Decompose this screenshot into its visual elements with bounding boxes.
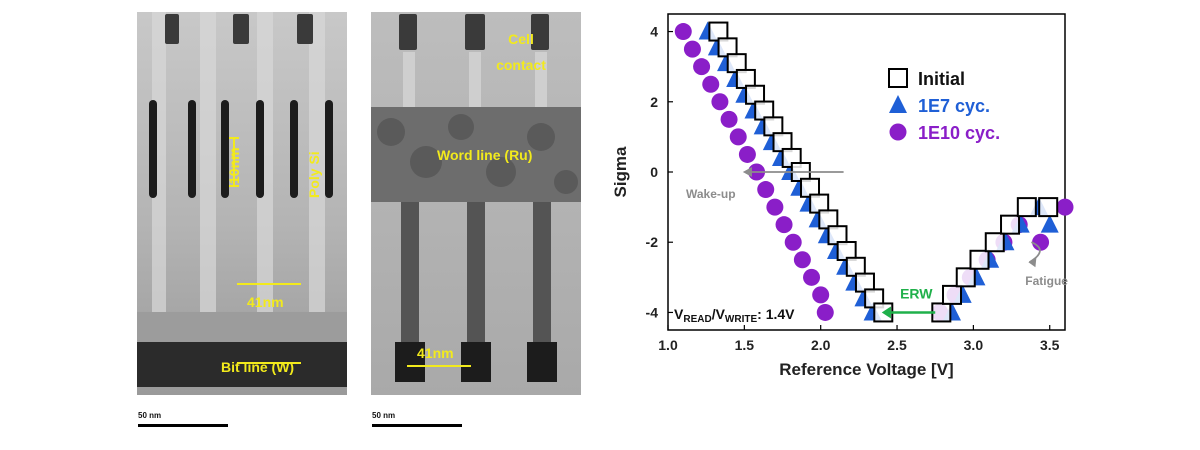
series-1e10-point: [674, 23, 692, 41]
legend-marker: [888, 68, 908, 88]
condition-label: VREAD/VWRITE: 1.4V: [674, 306, 795, 325]
condition-label-part: WRITE: [725, 314, 758, 325]
series-1e10-point: [720, 110, 738, 128]
fatigue-arrowhead: [1028, 257, 1037, 268]
scale-label-right: 50 nm: [372, 411, 396, 420]
series-1e10-point: [1056, 198, 1074, 216]
x-tick-label: 1.0: [658, 337, 678, 353]
series-1e10-point: [738, 145, 756, 163]
x-tick-label: 2.0: [811, 337, 831, 353]
dim-41nm-label-left: 41nm: [247, 294, 284, 310]
wake-up-label: Wake-up: [686, 187, 736, 201]
series-initial-point: [969, 249, 990, 270]
poly-si-label: Poly Si: [306, 151, 322, 198]
series-1e10-point: [693, 58, 711, 76]
y-tick-label: -2: [646, 234, 659, 250]
erw-label: ERW: [900, 285, 933, 301]
scale-bar-right: [372, 424, 462, 427]
bit-line-label: Bit line (W): [221, 359, 295, 375]
x-tick-label: 3.0: [964, 337, 984, 353]
condition-label-part: READ: [683, 314, 711, 325]
series-initial-point: [955, 267, 976, 288]
legend-marker: [889, 123, 907, 141]
series-initial-point: [1016, 197, 1037, 218]
y-axis-label: Sigma: [611, 146, 630, 198]
condition-label-part: : 1.4V: [757, 306, 795, 322]
erw-arrowhead: [881, 306, 891, 319]
series-1e10-point: [812, 286, 830, 304]
legend-label: 1E10 cyc.: [918, 123, 1000, 143]
series-1e10-point: [702, 75, 720, 93]
tem-right-texture: [371, 12, 581, 395]
legend-label: Initial: [918, 69, 965, 89]
series-1e10-point: [803, 268, 821, 286]
series-1e7-point: [1040, 214, 1059, 233]
condition-label-part: /V: [712, 306, 726, 322]
tem-image-left: 10nm Poly Si 41nm Bit line (W): [137, 12, 347, 395]
series-1e10-point: [729, 128, 747, 146]
series-initial-point: [984, 232, 1005, 253]
series-1e10-point: [793, 251, 811, 269]
series-1e10-point: [766, 198, 784, 216]
sigma-chart: 1.0 1.5 2.0 2.5 3.0 3.5 4 2 0 -2 -4 Reference Volta…: [611, 13, 1074, 379]
tem-left-texture: [137, 12, 347, 395]
plot-area: 1.0 1.5 2.0 2.5 3.0 3.5 4 2 0 -2 -4 Reference Volta…: [611, 13, 1074, 379]
tem-image-right: Cell contact Word line (Ru) 41nm: [371, 12, 581, 395]
series-initial-point: [1038, 197, 1059, 218]
series-1e10-point: [683, 40, 701, 58]
legend-marker: [889, 95, 907, 113]
series-1e10-point: [784, 233, 802, 251]
scale-label-left: 50 nm: [138, 411, 162, 420]
fatigue-label: Fatigue: [1025, 274, 1068, 288]
series-initial-point: [942, 284, 963, 305]
series-1e10-point: [1032, 233, 1050, 251]
x-tick-label: 3.5: [1040, 337, 1060, 353]
series-1e10-point: [711, 93, 729, 111]
y-tick-label: 0: [650, 164, 658, 180]
y-tick-label: -4: [646, 304, 659, 320]
y-tick-label: 4: [650, 24, 658, 40]
x-tick-label: 2.5: [887, 337, 907, 353]
dim-10nm-label: 10nm: [226, 147, 242, 184]
cell-contact-label-1: Cell: [508, 31, 534, 47]
scale-bar-left: [138, 424, 228, 427]
dim-41nm-label-right: 41nm: [417, 345, 454, 361]
series-initial-point: [1000, 214, 1021, 235]
word-line-label: Word line (Ru): [437, 147, 533, 163]
series-1e10-point: [816, 303, 834, 321]
x-axis-label: Reference Voltage [V]: [779, 360, 953, 379]
legend-label: 1E7 cyc.: [918, 96, 990, 116]
series-1e10-point: [775, 216, 793, 234]
condition-label-part: V: [674, 306, 684, 322]
y-tick-label: 2: [650, 94, 658, 110]
x-tick-label: 1.5: [735, 337, 755, 353]
wake-up-arrowhead: [742, 167, 752, 177]
series-1e10-point: [757, 181, 775, 199]
cell-contact-label-2: contact: [496, 57, 546, 73]
